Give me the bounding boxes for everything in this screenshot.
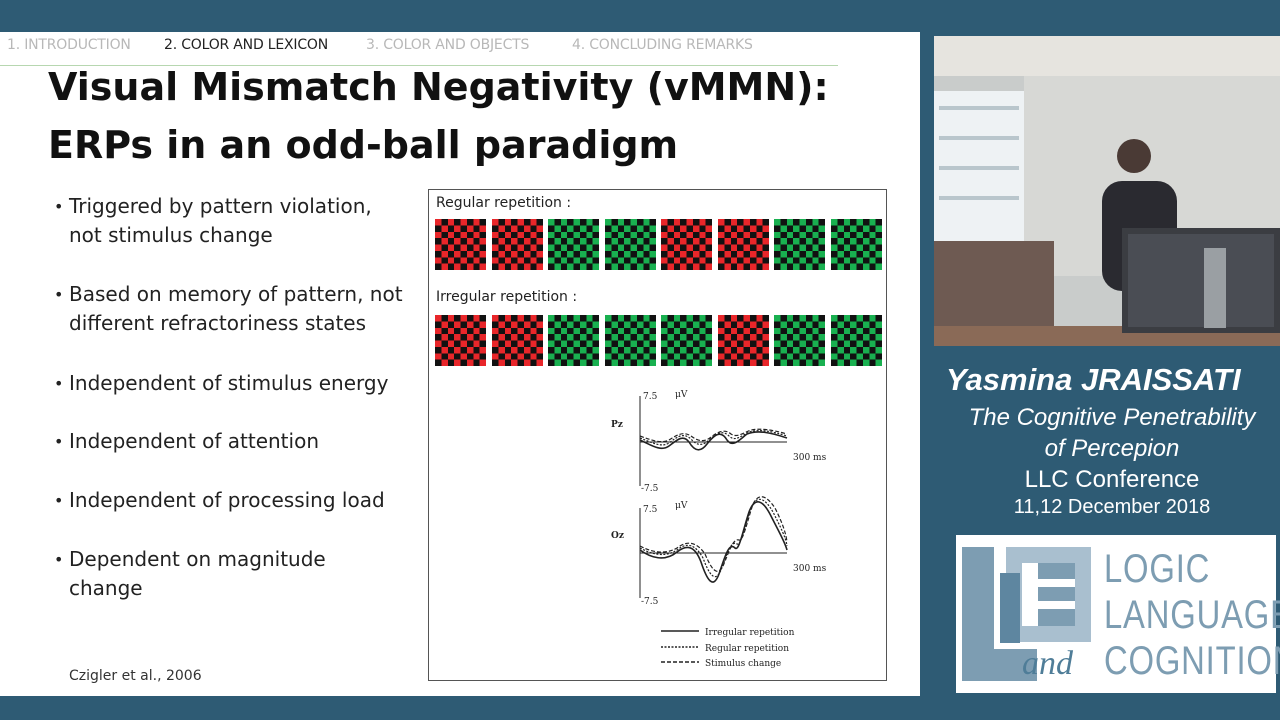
green-checkerboard-stimulus: [604, 219, 656, 270]
red-checkerboard-stimulus: [435, 219, 486, 270]
green-checkerboard-stimulus: [830, 315, 882, 366]
red-checkerboard-stimulus: [491, 315, 543, 366]
bullet-line-2: not stimulus change: [69, 223, 273, 247]
bullet-item: Dependent on magnitude change: [54, 545, 424, 603]
oz-irregular-wave: [639, 501, 788, 583]
bullet-item: Independent of processing load: [54, 486, 424, 515]
nav-item-color-and-lexicon[interactable]: 2. COLOR AND LEXICON: [164, 37, 329, 53]
bullet-line-1: Independent of attention: [69, 429, 319, 453]
red-checkerboard-stimulus: [435, 315, 486, 366]
bottom-bar: [0, 696, 1280, 720]
citation: Czigler et al., 2006: [69, 668, 202, 684]
red-checkerboard-stimulus: [717, 219, 769, 270]
vmmn-figure: Regular repetition : Irregular repetitio…: [428, 189, 887, 681]
green-checkerboard-stimulus: [548, 219, 599, 270]
section-nav: 1. INTRODUCTION 2. COLOR AND LEXICON 3. …: [0, 33, 920, 66]
bullet-item: Independent of stimulus energy: [54, 369, 424, 398]
logo-word-logic: LOGIC: [1104, 547, 1211, 591]
nav-item-introduction[interactable]: 1. INTRODUCTION: [7, 37, 131, 53]
green-checkerboard-stimulus: [661, 315, 712, 366]
irregular-repetition-label: Irregular repetition :: [436, 289, 578, 305]
logo-word-cognition: COGNITION: [1104, 639, 1280, 683]
regular-checkerboard-row: [435, 219, 885, 270]
oz-time-label: 300 ms: [793, 564, 827, 574]
bullet-item: Triggered by pattern violation, not stim…: [54, 192, 424, 250]
slide-title: Visual Mismatch Negativity (vMMN): ERPs …: [48, 58, 908, 174]
erp-waveform-chart: 7.5 μV Pz 300 ms -7.5 7.5 μV Oz 300 ms -…: [611, 390, 827, 669]
legend-regular-label: Regular repetition: [705, 644, 789, 654]
nav-item-concluding-remarks[interactable]: 4. CONCLUDING REMARKS: [572, 37, 753, 53]
speaker-name: Yasmina JRAISSATI: [946, 362, 1241, 397]
oz-y-top-label: 7.5: [643, 505, 658, 515]
green-checkerboard-stimulus: [774, 219, 825, 270]
pz-stimulus-change-wave: [639, 428, 788, 443]
legend-stimulus-change-label: Stimulus change: [705, 659, 781, 669]
green-checkerboard-stimulus: [548, 315, 599, 366]
video-scene: [934, 36, 1280, 346]
llc-logo-mark: [962, 547, 1091, 681]
nav-item-color-and-objects[interactable]: 3. COLOR AND OBJECTS: [366, 37, 530, 53]
talk-title-line-2: of Percepion: [1044, 435, 1180, 462]
logo-word-language: LANGUAGE: [1104, 593, 1280, 637]
bullet-item: Independent of attention: [54, 427, 424, 456]
bullet-line-2: different refractoriness states: [69, 311, 367, 335]
green-checkerboard-stimulus: [774, 315, 825, 366]
conference-name: LLC Conference: [1024, 466, 1200, 493]
bullet-line-1: Independent of stimulus energy: [69, 371, 389, 395]
oz-unit-label: μV: [675, 501, 688, 511]
logo-and: and: [1022, 645, 1073, 682]
speaker-video-feed: [934, 36, 1280, 346]
pz-time-label: 300 ms: [793, 453, 827, 463]
oz-channel-label: Oz: [611, 531, 624, 541]
green-checkerboard-stimulus: [604, 315, 656, 366]
red-checkerboard-stimulus: [491, 219, 543, 270]
slide-title-line-1: Visual Mismatch Negativity (vMMN):: [48, 65, 829, 109]
pz-y-top-label: 7.5: [643, 392, 658, 402]
conference-date: 11,12 December 2018: [1013, 496, 1211, 518]
legend-irregular-label: Irregular repetition: [705, 628, 795, 638]
pz-channel-label: Pz: [611, 420, 623, 430]
oz-stimulus-change-wave: [639, 496, 788, 572]
red-checkerboard-stimulus: [717, 315, 769, 366]
bullet-line-2: change: [69, 576, 143, 600]
bullet-line-1: Based on memory of pattern, not: [69, 282, 403, 306]
pz-unit-label: μV: [675, 390, 688, 400]
bullet-line-1: Triggered by pattern violation,: [69, 194, 372, 218]
slide-title-line-2: ERPs in an odd-ball paradigm: [48, 123, 679, 167]
oz-y-bottom-label: -7.5: [641, 597, 659, 607]
regular-repetition-label: Regular repetition :: [436, 195, 572, 211]
pz-y-bottom-label: -7.5: [641, 484, 659, 494]
talk-title-line-1: The Cognitive Penetrability: [968, 404, 1256, 431]
bullet-line-1: Independent of processing load: [69, 488, 385, 512]
pz-irregular-wave: [639, 431, 788, 451]
llc-logo: and LOGIC LANGUAGE COGNITION: [956, 535, 1280, 693]
bullet-item: Based on memory of pattern, not differen…: [54, 280, 424, 338]
bullet-line-1: Dependent on magnitude: [69, 547, 326, 571]
oz-regular-wave: [639, 498, 788, 578]
red-checkerboard-stimulus: [661, 219, 712, 270]
green-checkerboard-stimulus: [830, 219, 882, 270]
irregular-checkerboard-row: [435, 315, 885, 366]
nav-divider: [0, 65, 838, 66]
